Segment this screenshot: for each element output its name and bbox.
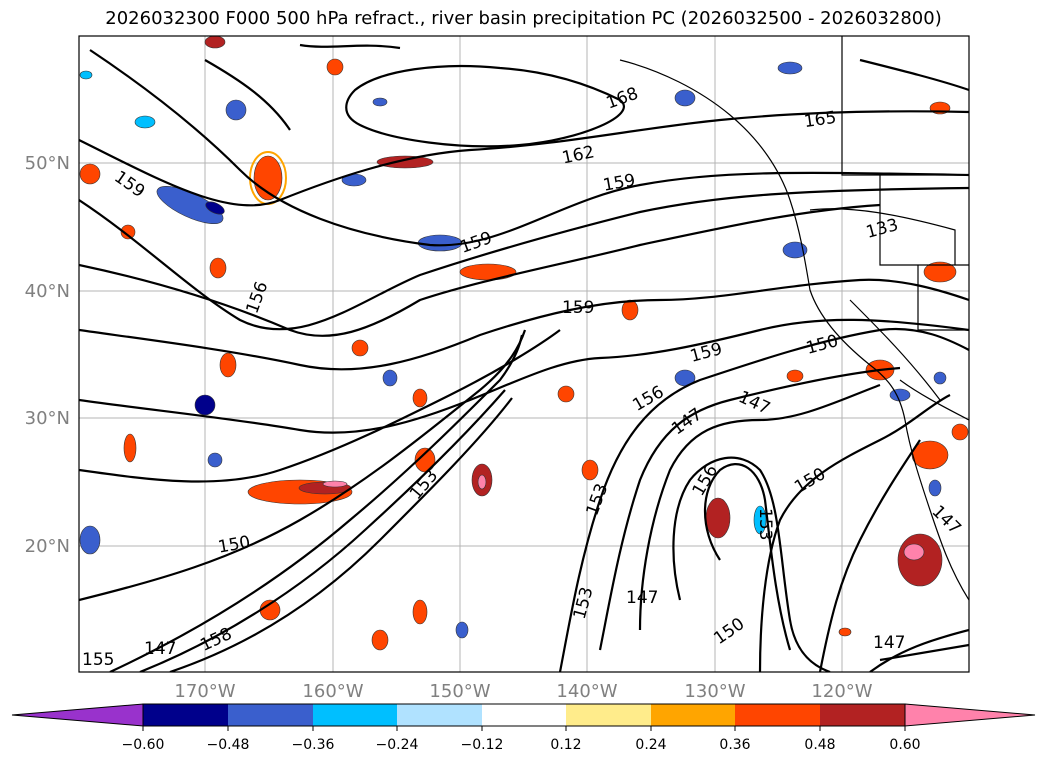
lat-label: 20°N — [25, 536, 70, 557]
lon-label: 140°W — [556, 681, 617, 702]
lat-label: 30°N — [25, 408, 70, 429]
colorbar-frame — [142, 703, 906, 727]
colorbar-segment — [482, 704, 566, 726]
colorbar: −0.60 −0.48 −0.36 −0.24 −0.12 0.12 0.24 … — [11, 703, 1036, 753]
contour-label: 159 — [562, 298, 594, 318]
colorbar-tick-label: 0.48 — [804, 737, 835, 753]
colorbar-segment — [228, 704, 313, 726]
lon-label: 150°W — [429, 681, 490, 702]
contour-label: 165 — [803, 108, 838, 132]
colorbar-segment — [566, 704, 651, 726]
lon-label: 130°W — [684, 681, 745, 702]
colorbar-segment — [143, 704, 228, 726]
contour-label: 147 — [626, 588, 658, 608]
coastline — [619, 36, 969, 601]
colorbar-tick-label: −0.60 — [122, 737, 165, 753]
colorbar-segment — [735, 704, 820, 726]
contour-label: 153 — [755, 508, 775, 540]
colorbar-segment — [397, 704, 482, 726]
colorbar-left-extension — [11, 703, 144, 727]
contour-label: 147 — [873, 633, 905, 653]
lat-label: 50°N — [25, 153, 70, 174]
lon-label: 160°W — [302, 681, 363, 702]
colorbar-ticks — [142, 726, 906, 731]
map-title: 2026032300 F000 500 hPa refract., river … — [105, 8, 942, 29]
lon-label: 170°W — [174, 681, 235, 702]
colorbar-tick-label: 0.60 — [889, 737, 920, 753]
colorbar-tick-label: 0.36 — [719, 737, 750, 753]
contour-label: 155 — [82, 650, 114, 670]
colorbar-segment — [313, 704, 397, 726]
longitude-labels: 170°W 160°W 150°W 140°W 130°W 120°W — [174, 681, 872, 702]
colorbar-tick-label: −0.36 — [292, 737, 335, 753]
colorbar-tick-label: −0.24 — [376, 737, 419, 753]
precip-positive-areas — [79, 36, 969, 651]
colorbar-tick-label: 0.12 — [550, 737, 581, 753]
colorbar-tick-label: −0.48 — [207, 737, 250, 753]
colorbar-tick-label: 0.24 — [635, 737, 666, 753]
map-frame — [78, 35, 970, 673]
latitude-labels: 50°N 40°N 30°N 20°N — [25, 153, 70, 557]
colorbar-segment — [820, 704, 905, 726]
colorbar-tick-label: −0.12 — [461, 737, 504, 753]
lon-label: 120°W — [811, 681, 872, 702]
colorbar-segment — [651, 704, 735, 726]
colorbar-right-extension — [904, 703, 1036, 727]
height-contours — [79, 43, 969, 672]
lat-label: 40°N — [25, 281, 70, 302]
contour-label: 147 — [144, 639, 176, 659]
